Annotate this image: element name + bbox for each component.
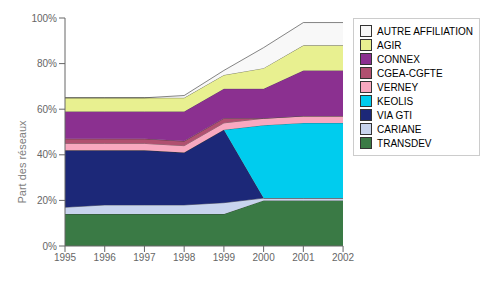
html-text:AUTRE AFFILIATION: AUTRE AFFILIATION	[377, 25, 473, 37]
svg-text:60%: 60%	[37, 104, 57, 115]
html-text:AGIR: AGIR	[377, 39, 402, 51]
html-text:VERNEY: VERNEY	[377, 81, 419, 93]
svg-text:2000: 2000	[252, 252, 275, 263]
html-text:KEOLIS: KEOLIS	[377, 95, 414, 107]
svg-text:1998: 1998	[173, 252, 196, 263]
html-text:CARIANE: CARIANE	[377, 123, 422, 135]
svg-text:80%: 80%	[37, 58, 57, 69]
svg-text:2002: 2002	[332, 252, 355, 263]
html-text:TRANSDEV: TRANSDEV	[377, 137, 432, 149]
svg-text:20%: 20%	[37, 195, 57, 206]
svg-text:1996: 1996	[94, 252, 117, 263]
svg-text:1999: 1999	[213, 252, 236, 263]
svg-text:1997: 1997	[133, 252, 156, 263]
html-text:CONNEX: CONNEX	[377, 53, 420, 65]
svg-text:Part des réseaux: Part des réseaux	[16, 120, 28, 204]
svg-text:0%: 0%	[43, 241, 58, 252]
svg-text:2001: 2001	[292, 252, 315, 263]
svg-text:1995: 1995	[54, 252, 77, 263]
html-text:VIA GTI: VIA GTI	[377, 109, 413, 121]
svg-text:40%: 40%	[37, 149, 57, 160]
svg-text:100%: 100%	[31, 13, 57, 24]
html-text:CGEA-CGFTE: CGEA-CGFTE	[377, 67, 443, 79]
